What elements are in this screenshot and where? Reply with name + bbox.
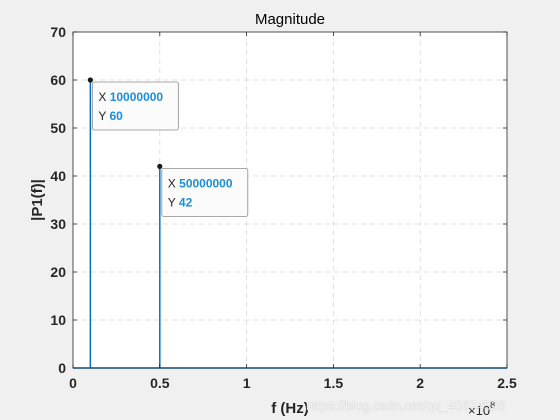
datatip-x-label: X [98, 90, 109, 104]
y-tick-label: 0 [58, 360, 66, 376]
datatip-x-value: 50000000 [179, 176, 233, 190]
x-tick-label: 2.5 [497, 375, 517, 391]
datatip-y-value: 42 [179, 195, 193, 209]
y-tick-label: 70 [50, 24, 66, 40]
x-tick-label: 1.5 [324, 375, 344, 391]
datatip-marker [157, 163, 163, 169]
datatip-y-row: Y 42 [168, 195, 193, 209]
y-axis-label: |P1(f)| [29, 179, 46, 221]
y-tick-label: 10 [50, 312, 66, 328]
chart-title: Magnitude [255, 11, 325, 28]
x-tick-label: 2 [416, 375, 424, 391]
x-exponent-label: ×108 [468, 400, 495, 418]
datatip-box [161, 167, 249, 217]
x-axis-label: f (Hz) [271, 400, 309, 417]
datatip-x-row: X 50000000 [168, 176, 233, 190]
datatip-marker [87, 77, 93, 83]
datatip-x-label: X [168, 176, 179, 190]
datatip-x-row: X 10000000 [98, 90, 163, 104]
datatip-box [91, 81, 179, 131]
x-tick-label: 0 [69, 375, 77, 391]
y-tick-label: 30 [50, 216, 66, 232]
datatip-y-label: Y [98, 109, 109, 123]
x-tick-label: 0.5 [150, 375, 170, 391]
datatip-y-value: 60 [109, 109, 123, 123]
y-tick-label: 50 [50, 120, 66, 136]
datatip-y-row: Y 60 [98, 109, 123, 123]
x-tick-label: 1 [243, 375, 251, 391]
ticks: 0 0.5 1 1.5 2 2.5 0 10 20 30 40 50 60 70 [50, 24, 517, 391]
datatip-y-label: Y [168, 195, 179, 209]
y-tick-label: 60 [50, 72, 66, 88]
watermark: https://blog.csdn.net/qq_40874526 [306, 398, 506, 413]
axes-box [72, 31, 508, 369]
y-tick-label: 20 [50, 264, 66, 280]
y-tick-label: 40 [50, 168, 66, 184]
x-exponent-power: 8 [490, 400, 495, 410]
x-exponent-base: ×10 [468, 403, 490, 418]
datatip-x-value: 10000000 [110, 90, 164, 104]
